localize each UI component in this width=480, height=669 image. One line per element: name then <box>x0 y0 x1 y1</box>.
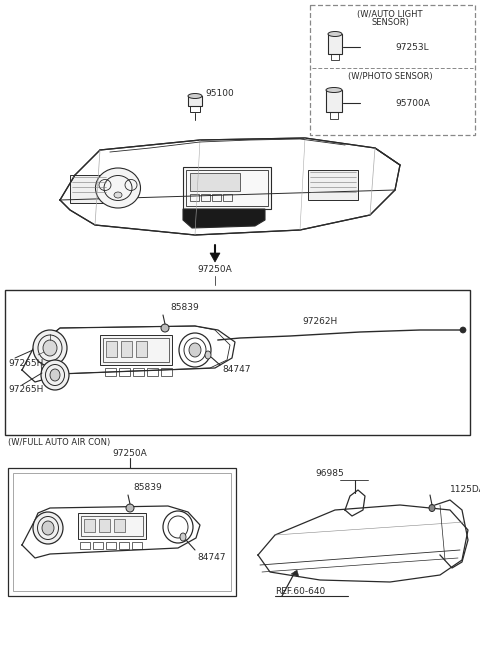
Bar <box>8 468 236 596</box>
Bar <box>93 542 103 549</box>
Bar <box>186 170 268 206</box>
Ellipse shape <box>50 369 60 381</box>
Bar <box>121 341 132 357</box>
Bar <box>78 513 146 539</box>
Polygon shape <box>183 209 265 228</box>
Bar <box>326 90 342 112</box>
Bar <box>212 194 221 201</box>
Polygon shape <box>291 570 299 577</box>
Bar <box>183 167 271 209</box>
Bar <box>308 170 358 200</box>
Bar <box>223 194 232 201</box>
Ellipse shape <box>43 340 57 356</box>
Ellipse shape <box>205 351 211 359</box>
Text: (W/FULL AUTO AIR CON): (W/FULL AUTO AIR CON) <box>8 438 110 448</box>
Ellipse shape <box>326 88 342 92</box>
Bar <box>190 173 240 191</box>
Bar <box>103 338 169 362</box>
Bar <box>70 175 108 203</box>
Text: 84747: 84747 <box>198 553 226 563</box>
Text: 95100: 95100 <box>205 88 234 98</box>
Text: 97265H: 97265H <box>8 359 43 369</box>
Text: 85839: 85839 <box>133 482 162 492</box>
Bar <box>106 542 116 549</box>
Ellipse shape <box>33 330 67 366</box>
Ellipse shape <box>161 324 169 332</box>
Bar <box>310 5 475 135</box>
Bar <box>190 106 200 112</box>
Ellipse shape <box>42 521 54 535</box>
Ellipse shape <box>189 343 201 357</box>
Text: 97262H: 97262H <box>302 318 337 326</box>
Text: 97250A: 97250A <box>113 450 147 458</box>
Bar <box>136 341 147 357</box>
Text: 97250A: 97250A <box>198 266 232 274</box>
Bar <box>100 335 172 365</box>
Ellipse shape <box>33 512 63 544</box>
Text: 96985: 96985 <box>316 468 344 478</box>
Ellipse shape <box>180 533 186 541</box>
Ellipse shape <box>429 504 435 512</box>
Bar <box>188 96 202 106</box>
Bar <box>105 368 116 376</box>
Ellipse shape <box>188 94 202 98</box>
Bar <box>330 112 338 119</box>
Bar <box>84 519 95 532</box>
Bar <box>147 368 158 376</box>
Ellipse shape <box>126 504 134 512</box>
Ellipse shape <box>96 168 141 208</box>
Text: (W/AUTO LIGHT: (W/AUTO LIGHT <box>357 9 423 19</box>
Text: SENSOR): SENSOR) <box>371 17 409 27</box>
Bar <box>119 368 130 376</box>
Bar <box>5 290 470 435</box>
Polygon shape <box>210 253 220 262</box>
Text: 95700A: 95700A <box>395 98 430 108</box>
Bar <box>106 341 117 357</box>
Text: 97265H: 97265H <box>8 385 43 395</box>
Text: REF.60-640: REF.60-640 <box>275 587 325 597</box>
Ellipse shape <box>328 31 342 37</box>
Bar <box>114 519 125 532</box>
Bar <box>331 54 339 60</box>
Bar <box>190 194 199 201</box>
Bar <box>328 34 342 54</box>
Bar <box>13 473 231 591</box>
Bar <box>201 194 210 201</box>
Bar <box>132 542 142 549</box>
Text: 1125DA: 1125DA <box>450 486 480 494</box>
Text: 97253L: 97253L <box>395 43 429 52</box>
Text: 85839: 85839 <box>170 302 199 312</box>
Bar <box>161 368 172 376</box>
Bar <box>80 542 90 549</box>
Bar <box>81 516 143 536</box>
Ellipse shape <box>114 192 122 198</box>
Text: (W/PHOTO SENSOR): (W/PHOTO SENSOR) <box>348 72 432 82</box>
Bar <box>99 519 110 532</box>
Ellipse shape <box>460 327 466 333</box>
Ellipse shape <box>41 360 69 390</box>
Text: 84747: 84747 <box>223 365 251 375</box>
Bar <box>119 542 129 549</box>
Bar <box>133 368 144 376</box>
